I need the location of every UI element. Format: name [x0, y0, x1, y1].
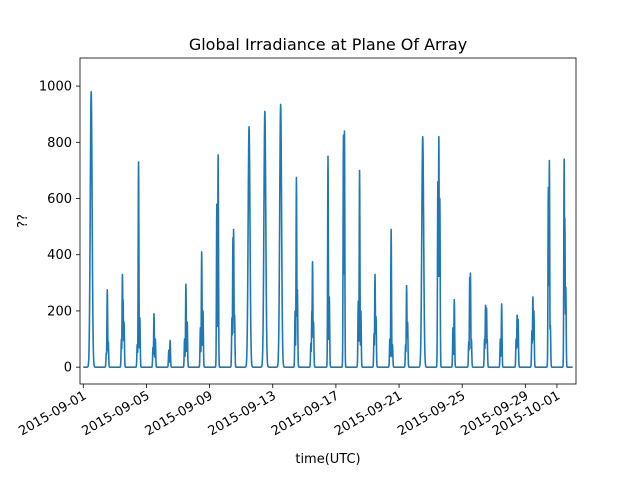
x-tick-label: 2015-09-13 — [206, 388, 279, 439]
y-tick-label: 600 — [47, 192, 72, 207]
series-line-0 — [83, 90, 573, 368]
y-axis: 0 200 400 600 800 1000 — [39, 80, 80, 376]
y-tick-label: 0 — [64, 361, 72, 376]
x-tick-label: 2015-09-05 — [80, 388, 153, 439]
series-layer — [83, 90, 573, 368]
y-tick-label: 200 — [47, 304, 72, 319]
x-axis-label: time(UTC) — [295, 452, 360, 467]
x-tick-label: 2015-09-01 — [16, 388, 89, 439]
y-tick-label: 800 — [47, 136, 72, 151]
x-axis: 2015-09-012015-09-052015-09-092015-09-13… — [16, 384, 563, 439]
x-tick-label: 2015-09-09 — [143, 388, 216, 439]
x-tick-label: 2015-09-17 — [269, 388, 342, 439]
x-tick-label: 2015-09-21 — [332, 388, 405, 439]
y-tick-label: 400 — [47, 248, 72, 263]
plot-frame — [79, 57, 577, 385]
chart-title: Global Irradiance at Plane Of Array — [189, 35, 467, 54]
y-axis-label: ?? — [16, 214, 31, 228]
x-tick-label: 2015-09-25 — [395, 388, 468, 439]
y-tick-label: 1000 — [39, 80, 72, 95]
